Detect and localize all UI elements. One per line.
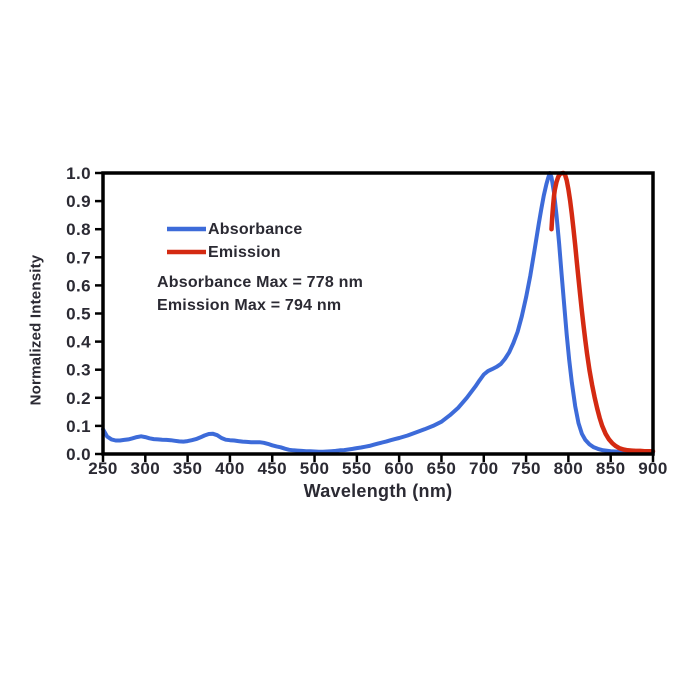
series-absorbance-line [101,171,655,455]
legend-label-absorbance: Absorbance [208,221,303,238]
y-tick-label: 0.9 [66,192,91,211]
y-tick-label: 0.7 [66,248,91,267]
x-tick-label: 250 [88,459,118,478]
x-tick-label: 700 [469,459,499,478]
y-tick-label: 0.0 [66,445,91,464]
y-tick-label: 0.1 [66,417,91,436]
annotation-absorbance-max: Absorbance Max = 778 nm [157,274,364,291]
y-tick-label: 0.5 [66,305,91,324]
x-tick-label: 750 [511,459,541,478]
legend-label-emission: Emission [208,244,281,261]
y-tick-label: 0.3 [66,361,91,380]
x-tick-label: 400 [215,459,245,478]
x-axis-title: Wavelength (nm) [303,481,453,501]
x-tick-label: 800 [554,459,584,478]
x-tick-label: 350 [173,459,203,478]
x-tick-label: 850 [596,459,626,478]
x-tick-label: 550 [342,459,372,478]
plot-frame [101,171,655,456]
x-tick-label: 300 [131,459,161,478]
x-tick-label: 500 [300,459,330,478]
annotation-emission-max: Emission Max = 794 nm [157,297,342,314]
x-tick-label: 450 [257,459,287,478]
y-tick-label: 0.6 [66,276,91,295]
x-tick-label: 600 [384,459,414,478]
x-tick-label: 650 [427,459,457,478]
y-tick-label: 1.0 [66,164,91,183]
y-axis-title: Normalized Intensity [27,254,45,406]
y-tick-label: 0.8 [66,220,91,239]
x-tick-label: 900 [638,459,668,478]
y-tick-label: 0.4 [66,333,91,352]
y-tick-label: 0.2 [66,389,91,408]
